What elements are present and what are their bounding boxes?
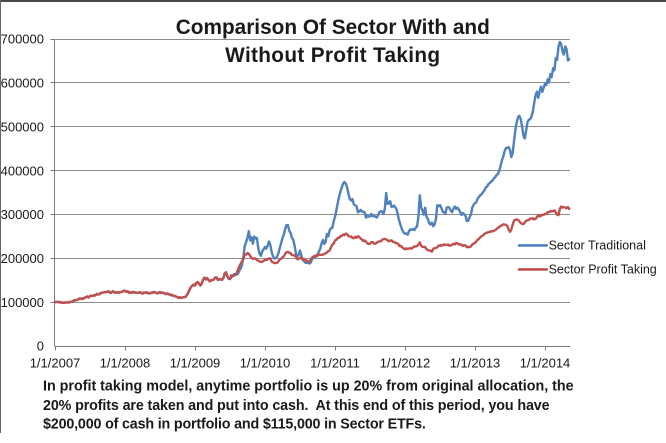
svg-text:$200,000 of cash in portfolio: $200,000 of cash in portfolio and $115,0… — [43, 417, 426, 433]
svg-text:1/1/2008: 1/1/2008 — [100, 356, 151, 371]
svg-text:20% profits are taken and put: 20% profits are taken and put into cash.… — [43, 398, 550, 414]
svg-text:700000: 700000 — [1, 32, 44, 47]
svg-text:In profit taking model, anytim: In profit taking model, anytime portfoli… — [43, 379, 574, 395]
svg-text:1/1/2012: 1/1/2012 — [380, 356, 431, 371]
svg-text:1/1/2014: 1/1/2014 — [520, 356, 571, 371]
svg-text:1/1/2011: 1/1/2011 — [310, 356, 360, 371]
svg-text:Without Profit Taking: Without Profit Taking — [225, 44, 440, 67]
svg-text:0: 0 — [37, 339, 44, 354]
svg-text:300000: 300000 — [1, 207, 44, 222]
svg-text:600000: 600000 — [1, 76, 44, 91]
svg-text:1/1/2007: 1/1/2007 — [30, 356, 81, 371]
svg-text:1/1/2009: 1/1/2009 — [170, 356, 221, 371]
svg-text:500000: 500000 — [1, 119, 44, 134]
svg-text:Sector Profit Taking: Sector Profit Taking — [549, 263, 657, 277]
svg-text:200000: 200000 — [1, 251, 44, 266]
svg-text:400000: 400000 — [1, 163, 44, 178]
svg-text:Comparison Of Sector With and: Comparison Of Sector With and — [176, 16, 490, 39]
svg-text:1/1/2010: 1/1/2010 — [240, 356, 291, 371]
svg-text:Sector Traditional: Sector Traditional — [549, 239, 646, 253]
svg-text:100000: 100000 — [1, 295, 44, 310]
svg-text:1/1/2013: 1/1/2013 — [450, 356, 501, 371]
